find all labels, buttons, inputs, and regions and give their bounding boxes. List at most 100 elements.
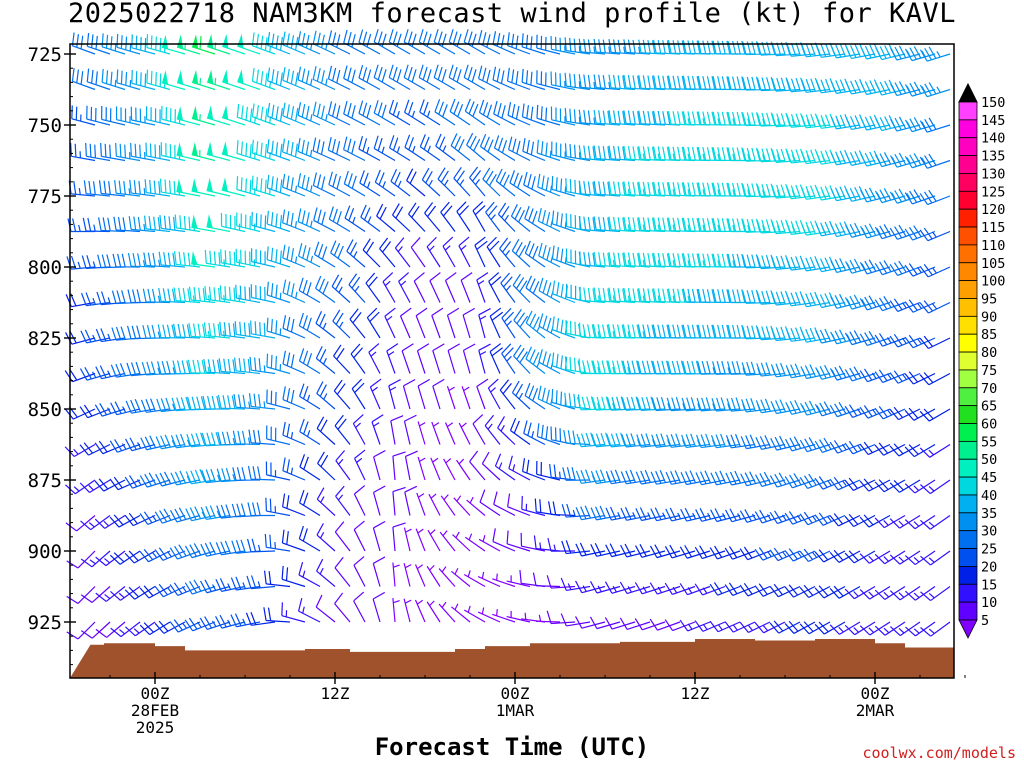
- wind-barb: [343, 65, 366, 91]
- wind-barb: [299, 454, 321, 481]
- wind-barb: [444, 422, 456, 445]
- wind-barb: [622, 324, 651, 339]
- wind-barb: [427, 529, 441, 552]
- wind-barb: [607, 360, 636, 375]
- wind-barb: [388, 64, 411, 91]
- wind-barb: [844, 330, 876, 346]
- wind-barb: [638, 75, 666, 91]
- wind-barbs: [64, 29, 951, 640]
- wind-barb: [591, 432, 621, 448]
- wind-barb: [575, 616, 606, 629]
- wind-barb: [844, 294, 876, 310]
- wind-barb: [362, 238, 381, 268]
- wind-barb: [525, 275, 546, 303]
- wind-barb: [141, 361, 171, 376]
- wind-barb: [533, 535, 561, 552]
- wind-barb: [650, 507, 681, 522]
- wind-barb: [712, 147, 741, 162]
- wind-barb: [218, 358, 246, 375]
- wind-barb: [327, 65, 351, 91]
- wind-barb: [431, 421, 441, 445]
- wind-barb: [620, 469, 651, 485]
- wind-barb: [551, 352, 576, 375]
- wind-barb: [551, 245, 576, 268]
- wind-barb: [859, 514, 891, 528]
- wind-barb: [859, 405, 891, 419]
- wind-barb: [492, 528, 516, 552]
- wind-barb: [110, 621, 141, 638]
- wind-barb: [160, 142, 186, 162]
- y-tick-label: 725: [28, 44, 62, 66]
- colorbar-swatch: [958, 601, 978, 621]
- wind-barb: [266, 210, 291, 233]
- wind-barb: [430, 457, 441, 481]
- wind-barb: [413, 272, 426, 303]
- wind-barb: [281, 565, 306, 588]
- wind-barb: [653, 110, 681, 126]
- colorbar-swatch: [958, 548, 978, 567]
- wind-barb: [756, 183, 786, 198]
- colorbar-swatch: [958, 423, 978, 442]
- wind-barb: [904, 443, 936, 458]
- wind-barb: [424, 202, 441, 232]
- wind-barb: [874, 224, 906, 240]
- wind-barb: [727, 111, 755, 126]
- wind-barb: [215, 578, 246, 592]
- wind-barb: [904, 225, 936, 241]
- wind-barb: [173, 323, 201, 339]
- wind-barb: [859, 330, 891, 346]
- wind-barb: [593, 251, 621, 268]
- wind-barb: [115, 106, 141, 126]
- wind-barb: [299, 490, 321, 517]
- wind-barb: [219, 321, 246, 339]
- wind-barb: [521, 103, 546, 126]
- wind-barb: [523, 171, 546, 197]
- wind-barb: [889, 188, 921, 204]
- wind-barb: [358, 64, 381, 91]
- wind-barb: [282, 386, 306, 410]
- wind-barb: [71, 67, 96, 91]
- wind-barb: [109, 439, 141, 453]
- wind-barb: [282, 102, 306, 126]
- wind-barb: [372, 520, 386, 552]
- wind-barb: [889, 152, 921, 168]
- wind-barb: [448, 29, 471, 55]
- wind-barb: [623, 252, 651, 268]
- wind-barb: [358, 100, 381, 126]
- wind-barb: [593, 287, 621, 304]
- wind-barb: [312, 66, 336, 91]
- wind-barb: [159, 215, 186, 233]
- wind-barb: [593, 180, 621, 197]
- wind-barb: [110, 363, 141, 378]
- wind-barb: [682, 40, 711, 55]
- colorbar-label: 35: [981, 506, 997, 522]
- wind-barb: [562, 467, 591, 481]
- wind-barb: [829, 585, 861, 599]
- wind-barb: [560, 613, 591, 627]
- wind-barb: [754, 471, 786, 487]
- wind-barb: [784, 511, 816, 525]
- wind-barb: [140, 435, 171, 451]
- colorbar-label: 50: [981, 452, 997, 468]
- wind-barb: [406, 168, 426, 197]
- wind-barb: [499, 237, 516, 268]
- wind-barb: [114, 179, 141, 197]
- wind-barb: [889, 224, 921, 240]
- wind-barb: [506, 530, 531, 552]
- wind-barb: [334, 414, 351, 445]
- wind-barb: [754, 547, 786, 561]
- wind-barb: [638, 110, 666, 126]
- wind-barb: [191, 34, 216, 55]
- wind-barb: [680, 507, 711, 522]
- wind-barb: [512, 273, 531, 303]
- colorbar-label: 80: [981, 345, 997, 361]
- wind-barb: [101, 106, 126, 126]
- wind-barb: [206, 214, 231, 233]
- wind-barb: [604, 581, 636, 594]
- wind-barb: [576, 432, 606, 448]
- colorbar-swatch: [958, 333, 978, 353]
- wind-barb: [176, 106, 201, 126]
- wind-barb: [331, 274, 351, 303]
- wind-barb: [266, 281, 291, 304]
- wind-barb: [606, 432, 636, 448]
